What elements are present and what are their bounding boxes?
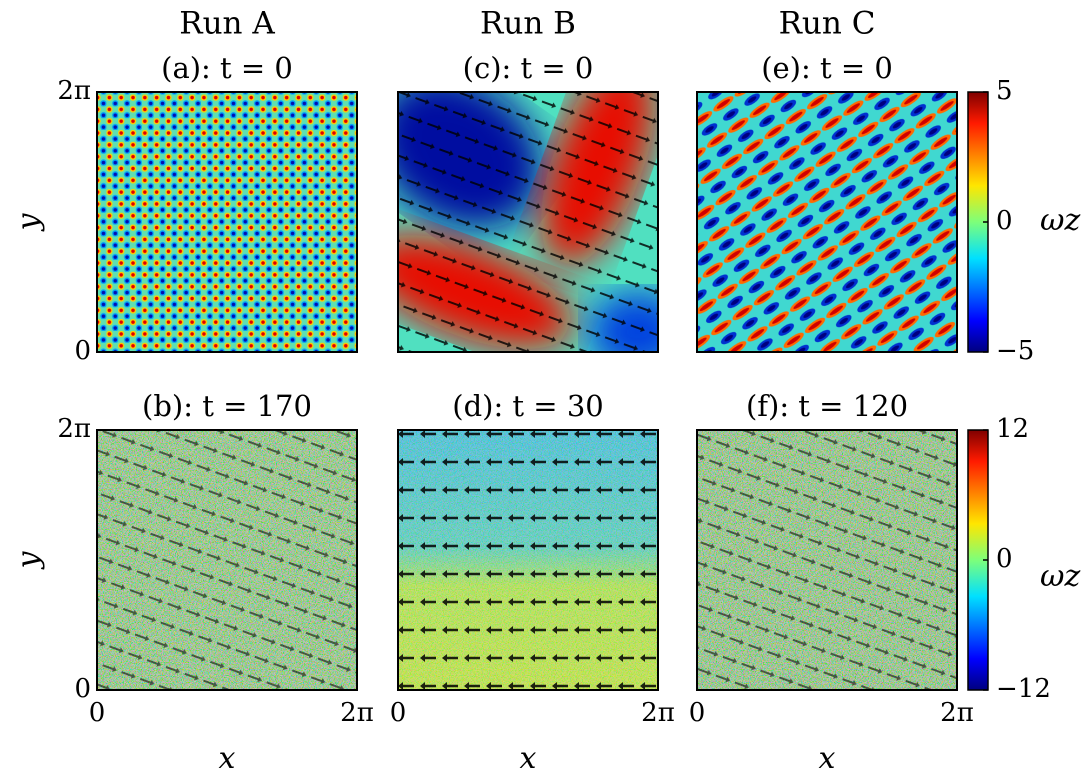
arrows [97,430,357,690]
panel-frame [96,91,358,353]
field-image [97,92,357,352]
colorbar-tick-label: 12 [996,414,1029,444]
x-axis-label: x [819,741,836,776]
panel-title: (e): t = 0 [761,51,893,85]
arrows [398,92,658,352]
panel-title: (c): t = 0 [463,51,594,85]
field-image [398,92,658,352]
panel-frame [397,429,659,691]
x-tick-label: 0 [689,698,706,728]
arrows [697,430,957,690]
colorbar-label: ωz [1040,559,1080,594]
column-title: Run C [779,6,876,42]
x-tick-label: 0 [89,698,106,728]
y-tick-label: 0 [74,674,91,704]
colorbar-tick-label: 0 [996,206,1013,236]
arrows [398,430,658,690]
y-tick-label: 2π [57,414,91,444]
panel-frame [397,91,659,353]
y-axis-label: y [11,550,46,570]
panel-title: (f): t = 120 [746,389,908,423]
panel-title: (a): t = 0 [161,51,293,85]
colorbar-tick-label: 5 [996,76,1013,106]
panel-frame [696,429,958,691]
panel-title: (b): t = 170 [142,389,312,423]
x-axis-label: x [520,741,537,776]
x-axis-label: x [219,741,236,776]
panel-title: (d): t = 30 [452,389,603,423]
y-tick-label: 2π [57,76,91,106]
panel-frame [696,91,958,353]
x-tick-label: 0 [390,698,407,728]
column-title: Run A [179,6,275,42]
y-axis-label: y [11,212,46,232]
field-image [697,92,957,352]
y-tick-label: 0 [74,336,91,366]
colorbar-tick-label: −5 [996,336,1034,366]
x-tick-label: 2π [641,698,675,728]
colorbar-tick-label: 0 [996,544,1013,574]
x-tick-label: 2π [340,698,374,728]
colorbar-label: ωz [1040,203,1080,238]
panel-frame [96,429,358,691]
x-tick-label: 2π [940,698,974,728]
column-title: Run B [480,6,576,42]
colorbar-tick-label: −12 [996,674,1051,704]
